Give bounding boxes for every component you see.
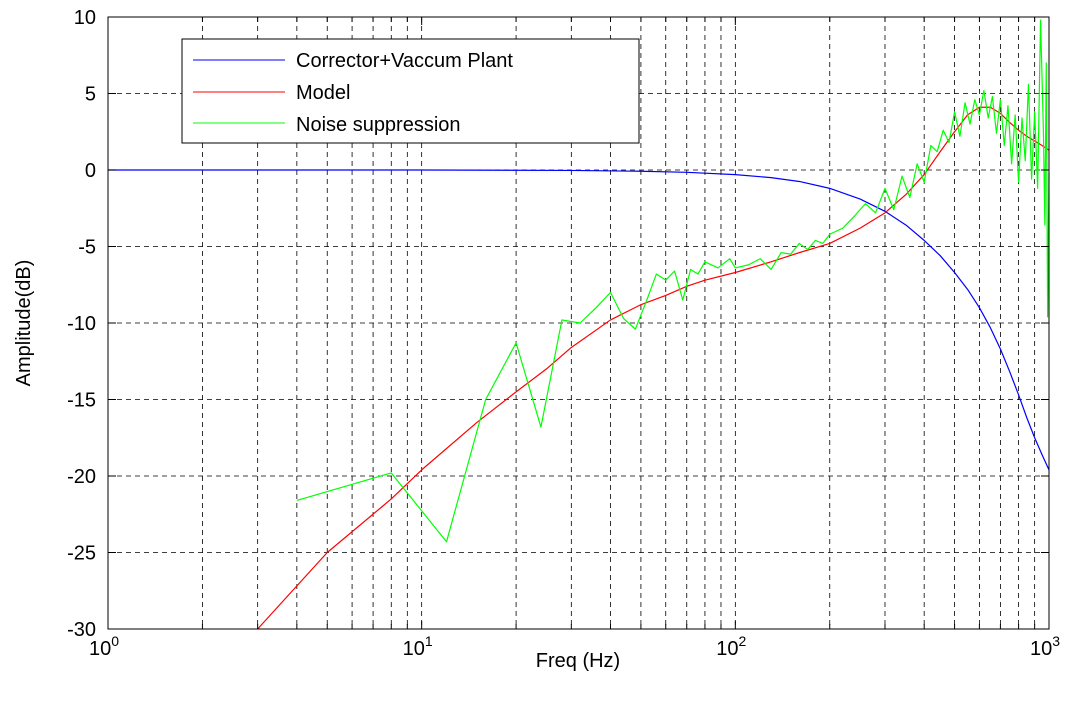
- legend-label-model: Model: [296, 82, 350, 104]
- y-tick-label: 5: [85, 84, 96, 106]
- y-tick-label: -20: [67, 466, 96, 488]
- x-tick-label: 102: [716, 633, 746, 660]
- x-tick-labels: 100 101 102 103: [89, 633, 1060, 660]
- y-tick-label: 10: [74, 7, 96, 29]
- x-tick-label: 101: [403, 633, 433, 660]
- y-tick-label: -5: [78, 237, 96, 259]
- x-tick-label: 100: [89, 633, 119, 660]
- y-tick-label: -30: [67, 619, 96, 641]
- y-tick-label: 0: [85, 160, 96, 182]
- legend: Corrector+Vaccum Plant Model Noise suppr…: [181, 38, 640, 144]
- series-line-noise: [296, 19, 1050, 543]
- y-tick-label: -15: [67, 390, 96, 412]
- x-tick-label: 103: [1030, 633, 1060, 660]
- y-tick-labels: 10 5 0 -5 -10 -15 -20 -25 -30: [67, 7, 96, 641]
- legend-label-corrector: Corrector+Vaccum Plant: [296, 50, 513, 72]
- legend-label-noise: Noise suppression: [296, 114, 461, 136]
- legend-box: [181, 38, 640, 144]
- x-axis-label: Freq (Hz): [536, 650, 620, 672]
- series-line-corrector: [108, 169, 1050, 471]
- ticks: [108, 16, 1049, 630]
- series-group: [108, 19, 1050, 630]
- y-tick-label: -10: [67, 313, 96, 335]
- y-axis-label: Amplitude(dB): [13, 260, 35, 387]
- y-tick-label: -25: [67, 543, 96, 565]
